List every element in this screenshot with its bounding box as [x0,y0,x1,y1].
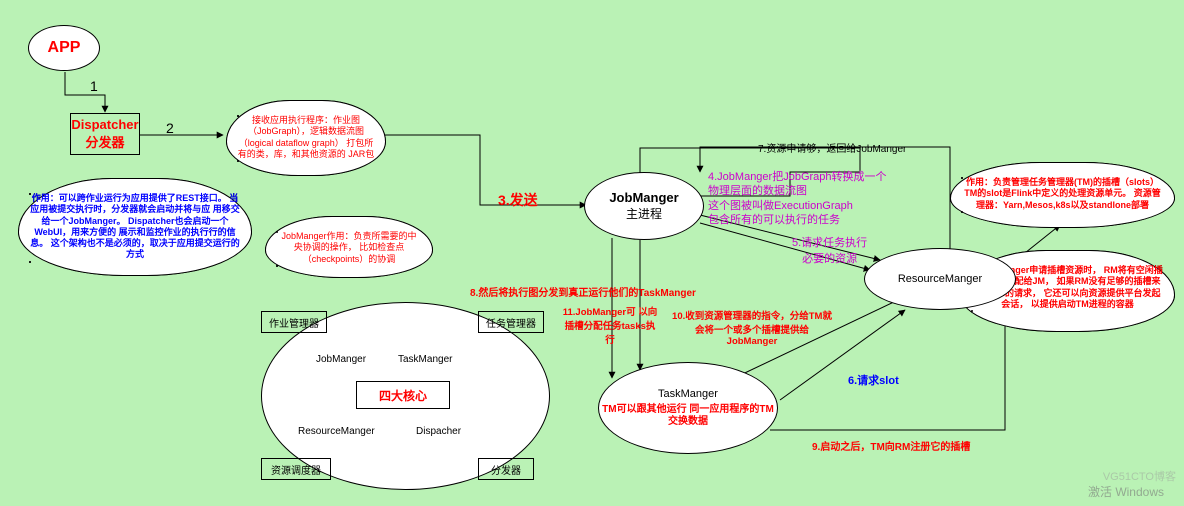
cloud-dispatcher-role: 作用：可以跨作业运行为应用提供了REST接口。 当应用被提交执行时，分发器就会启… [18,178,252,276]
edge-10: 10.收到资源管理器的指令，分给TM就会将一个或多个插槽提供给JobManger [672,308,832,347]
fc-tm: TaskManger [398,354,452,365]
edge-4: 4.JobManger把JobGraph转换成一个 物理层面的数据流图 这个图被… [708,170,887,227]
edge-7: 7.资源申请够，返回给JobManger [758,140,906,155]
fc-rm: ResourceManger [298,426,375,437]
fc-rm-cn: 资源调度器 [271,462,321,477]
fc-rm-cn-box: 资源调度器 [261,458,331,480]
edge-5: 5.请求任务执行 必要的资源 [792,234,867,266]
fc-tm-cn: 任务管理器 [486,315,536,330]
edge-8: 8.然后将执行图分发到真正运行他们的TaskManger [470,284,696,299]
jm-title: JobManger [609,190,678,205]
app-label: APP [48,39,81,57]
tm-desc: TM可以跟其他运行 同一应用程序的TM 交换数据 [599,404,777,429]
cloud-jm-role-text: JobManger作用：负责所需要的中 央协调的操作， 比如检查点（checkp… [276,231,422,265]
four-cores-title-box: 四大核心 [356,381,450,409]
edge-2: 2 [166,120,174,136]
dispatcher-l2: 分发器 [85,132,124,151]
node-dispatcher: Dispatcher 分发器 [70,113,140,155]
watermark: 激活 Windows [1088,483,1164,500]
brand-watermark: VG51CTO博客 [1103,468,1176,484]
node-taskmanager: TaskManger TM可以跟其他运行 同一应用程序的TM 交换数据 [598,362,778,454]
rm-title: ResourceManger [898,273,982,285]
edge-3: 3.发送 [498,190,538,210]
fc-dp: Dispacher [416,426,461,437]
node-app: APP [28,25,100,71]
cloud-dispatcher-role-text: 作用：可以跨作业运行为应用提供了REST接口。 当应用被提交执行时，分发器就会启… [29,193,241,261]
fc-dp-cn: 分发器 [491,462,521,477]
cloud-accept-text: 接收应用执行程序：作业图 （JobGraph），逻辑数据流图 （logical … [237,115,375,160]
dispatcher-l1: Dispatcher [71,117,138,132]
cloud-rm-role-text: 作用：负责管理任务管理器(TM)的插槽（slots） TM的slot是Flink… [961,177,1164,211]
cloud-jm-role: JobManger作用：负责所需要的中 央协调的操作， 比如检查点（checkp… [265,216,433,278]
fc-jm-cn-box: 作业管理器 [261,311,327,333]
four-cores-title: 四大核心 [379,387,427,404]
node-resourcemanager: ResourceManger [864,248,1016,310]
cloud-rm-role: 作用：负责管理任务管理器(TM)的插槽（slots） TM的slot是Flink… [950,162,1175,228]
activate-windows: 激活 Windows [1088,483,1164,500]
fc-dp-cn-box: 分发器 [478,458,534,480]
fc-jm: JobManger [316,354,366,365]
jm-subtitle: 主进程 [626,205,662,222]
edge-11: 11.JobManger可 以向插槽分配任务tasks执行 [560,304,660,346]
edge-6: 6.请求slot [848,372,899,388]
cloud-accept: 接收应用执行程序：作业图 （JobGraph），逻辑数据流图 （logical … [226,100,386,176]
tm-title: TaskManger [658,388,718,400]
fc-tm-cn-box: 任务管理器 [478,311,544,333]
edge-1: 1 [90,78,98,94]
node-jobmanager: JobManger 主进程 [584,172,704,240]
fc-jm-cn: 作业管理器 [269,315,319,330]
edge-9: 9.启动之后，TM向RM注册它的插槽 [812,438,970,453]
